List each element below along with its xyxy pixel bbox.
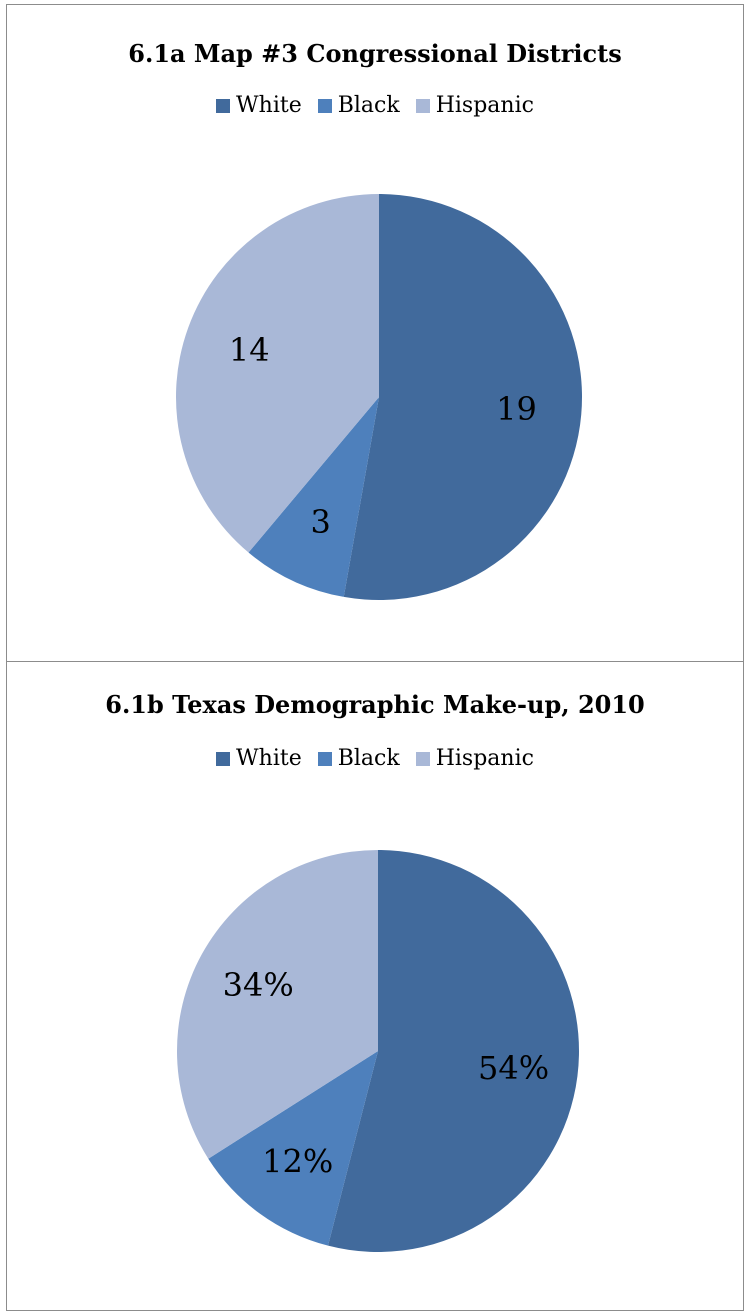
pie-chart: 54% 12% 34% bbox=[177, 850, 579, 1252]
chart-panel-congressional-districts: 6.1a Map #3 Congressional Districts Whit… bbox=[6, 4, 744, 662]
chart-title: 6.1a Map #3 Congressional Districts bbox=[128, 39, 622, 68]
legend-label-black: Black bbox=[337, 93, 400, 118]
legend-label-hispanic: Hispanic bbox=[435, 746, 534, 771]
legend-label-white: White bbox=[236, 93, 302, 118]
legend-swatch-black bbox=[317, 751, 332, 766]
pie-slice-white bbox=[328, 850, 579, 1252]
pie-slice-hispanic bbox=[175, 194, 379, 553]
data-label-white: 19 bbox=[496, 390, 537, 428]
legend-label-hispanic: Hispanic bbox=[435, 93, 534, 118]
legend-item-hispanic: Hispanic bbox=[415, 93, 534, 118]
pie-slice-hispanic bbox=[177, 850, 378, 1159]
legend-item-black: Black bbox=[317, 746, 400, 771]
legend-item-white: White bbox=[216, 93, 302, 118]
data-label-hispanic: 14 bbox=[229, 331, 270, 369]
legend-swatch-hispanic bbox=[415, 98, 430, 113]
data-label-black: 12% bbox=[262, 1143, 333, 1181]
pie-slice-black bbox=[248, 397, 379, 597]
legend-item-white: White bbox=[216, 746, 302, 771]
legend-label-black: Black bbox=[337, 746, 400, 771]
chart-legend: White Black Hispanic bbox=[7, 93, 743, 118]
pie-slice-black bbox=[208, 1051, 378, 1246]
data-label-hispanic: 34% bbox=[223, 966, 294, 1004]
data-label-black: 3 bbox=[310, 503, 330, 541]
chart-title: 6.1b Texas Demographic Make-up, 2010 bbox=[105, 690, 645, 719]
legend-swatch-white bbox=[216, 751, 231, 766]
pie-chart: 19 3 14 bbox=[175, 194, 583, 600]
legend-item-black: Black bbox=[317, 93, 400, 118]
legend-swatch-white bbox=[216, 98, 231, 113]
chart-panel-texas-demographics: 6.1b Texas Demographic Make-up, 2010 Whi… bbox=[6, 661, 744, 1311]
chart-legend: White Black Hispanic bbox=[7, 746, 743, 771]
legend-label-white: White bbox=[236, 746, 302, 771]
legend-swatch-hispanic bbox=[415, 751, 430, 766]
legend-item-hispanic: Hispanic bbox=[415, 746, 534, 771]
pie-slice-white bbox=[343, 194, 583, 600]
legend-swatch-black bbox=[317, 98, 332, 113]
data-label-white: 54% bbox=[478, 1049, 549, 1087]
